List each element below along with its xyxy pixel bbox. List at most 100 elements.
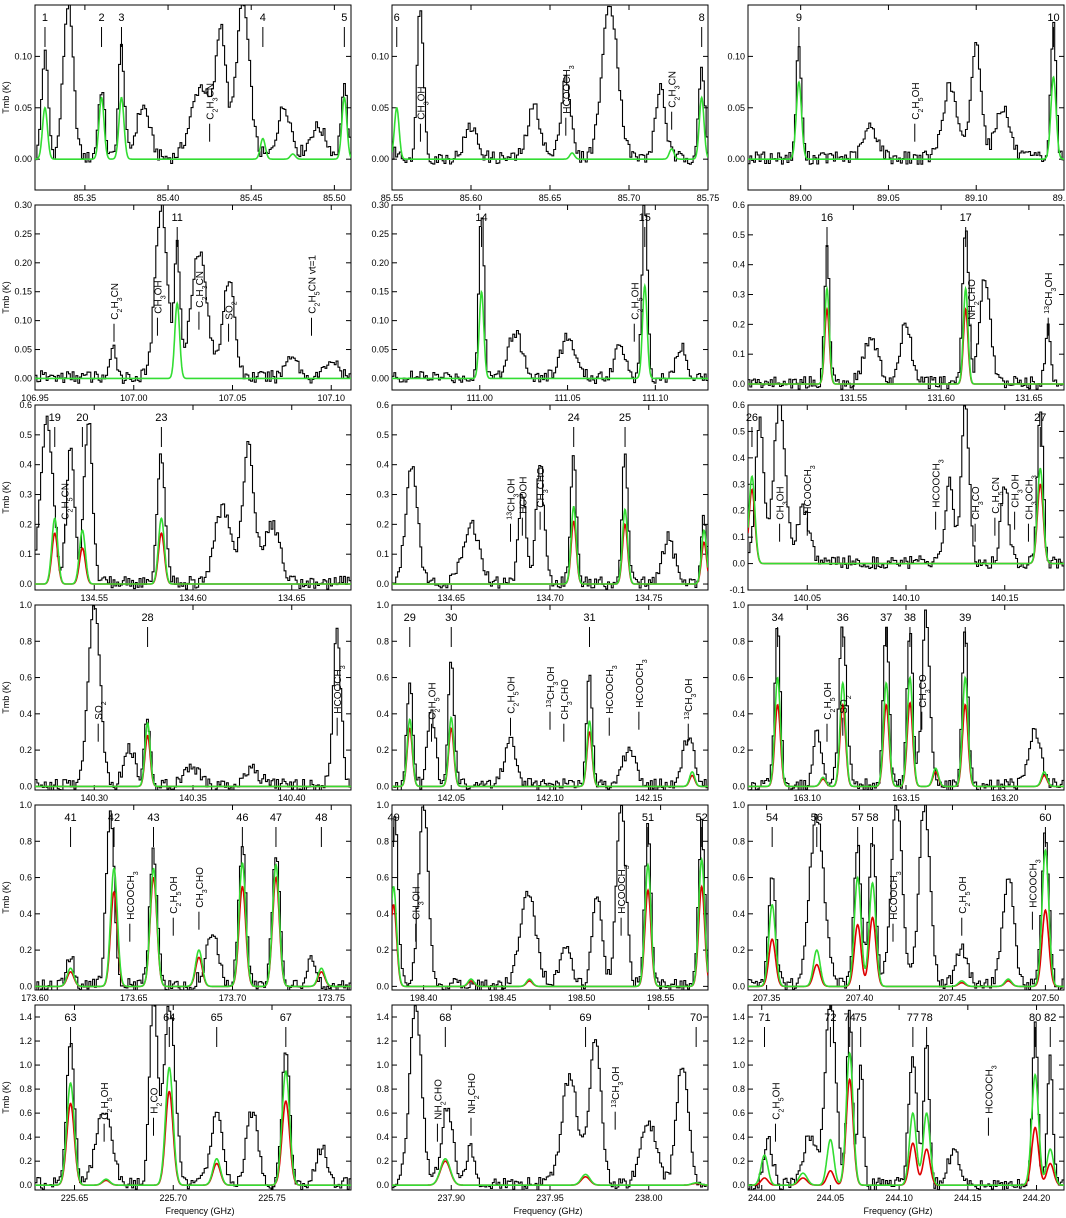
x-tick-label: 198.50	[568, 993, 596, 1003]
line-number-label: 70	[690, 1012, 702, 1024]
line-number-label: 68	[439, 1012, 451, 1024]
y-tick-label: 1.2	[732, 1036, 745, 1046]
y-tick-label: 0.2	[376, 745, 389, 755]
molecule-label: 13CH3OH	[684, 679, 698, 720]
y-axis-label: Tmb (K)	[1, 681, 11, 714]
y-tick-label: 0.00	[371, 373, 389, 383]
molecule-label: SO2	[225, 301, 239, 319]
molecule-label: 13CH3OH	[611, 1067, 625, 1108]
line-number-label: 31	[583, 612, 595, 624]
y-tick-label: 0.2	[19, 945, 32, 955]
x-tick-label: 134.55	[80, 593, 108, 603]
line-number-label: 39	[959, 612, 971, 624]
x-tick-label: 89.05	[877, 193, 900, 203]
y-tick-label: 0.4	[19, 709, 32, 719]
line-number-label: 56	[811, 812, 823, 824]
molecule-label: HCOOCH3	[932, 459, 946, 507]
spectrum-panel-11: 142.05 142.10 142.15 0.0 0.2 0.4 0.6 0.8 1.0 29 30…	[376, 600, 709, 803]
line-number-label: 23	[155, 412, 167, 424]
line-number-label: 6	[394, 12, 400, 24]
plot-frame	[34, 1004, 352, 1191]
x-tick-label: 111.05	[554, 393, 580, 403]
molecule-label: NH2CHO	[433, 1079, 447, 1120]
line-number-label: 51	[642, 812, 654, 824]
molecule-label: CH3OH	[153, 280, 167, 313]
y-axis-label: Tmb (K)	[1, 81, 11, 114]
model-a-spectrum	[748, 675, 1064, 788]
y-tick-label: 0.20	[371, 258, 389, 268]
model-a-spectrum	[35, 721, 351, 788]
spectrum-panel-1: 85.35 85.40 85.45 85.50 0.00 0.05 0.10 Tmb (K) 1…	[1, 4, 352, 203]
line-number-label: 30	[445, 612, 457, 624]
line-number-label: 15	[639, 212, 651, 224]
y-tick-label: 0.8	[19, 1084, 32, 1094]
y-tick-label: 0.8	[19, 636, 32, 646]
molecule-label: CH3OCH3	[1024, 475, 1038, 520]
x-tick-label: 238.00	[635, 1193, 663, 1203]
spectrum-panel-16: 225.65 225.70 225.75 0.0 0.2 0.4 0.6 0.8 1.0 1.2 1…	[1, 1004, 352, 1203]
x-tick-label: 89.15	[1053, 193, 1066, 203]
x-tick-label: 173.75	[317, 993, 345, 1003]
spectrum-panel-6: 131.55 131.60 131.65 0.0 0.1 0.2 0.3 0.4 0.5 0.6 1…	[732, 200, 1065, 403]
y-tick-label: 0.0	[376, 579, 389, 589]
plot-frame	[391, 804, 709, 991]
x-tick-label: 131.60	[927, 393, 955, 403]
x-tick-label: 131.55	[840, 393, 868, 403]
y-tick-label: 0.05	[14, 103, 32, 113]
molecule-label: C2H5CN	[991, 477, 1005, 514]
y-tick-label: 0.6	[732, 673, 745, 683]
x-tick-label: 225.75	[258, 1193, 286, 1203]
line-number-label: 9	[796, 12, 802, 24]
x-tick-label: 106.95	[21, 393, 49, 403]
molecule-label: C2H3CN	[110, 283, 124, 320]
line-number-label: 49	[387, 812, 399, 824]
molecule-label: HCOOCH3	[889, 871, 903, 919]
observed-spectrum	[392, 1005, 708, 1190]
molecule-label: HCOOCH3	[333, 665, 347, 713]
y-tick-label: 0.00	[14, 373, 32, 383]
y-tick-label: 0.4	[732, 260, 745, 270]
observed-spectrum	[392, 5, 708, 165]
y-tick-label: 1.4	[19, 1012, 32, 1022]
y-tick-label: 0.25	[371, 229, 389, 239]
molecule-label: C2H5OH	[771, 1082, 785, 1119]
x-tick-label: 140.40	[278, 793, 306, 803]
y-tick-label: 1.0	[732, 600, 745, 610]
y-tick-label: 0.2	[376, 1156, 389, 1166]
observed-spectrum	[748, 21, 1064, 165]
x-tick-label: 244.05	[817, 1193, 845, 1203]
y-tick-label: 0.05	[371, 345, 389, 355]
model-b-spectrum	[35, 1090, 351, 1186]
plot-frame	[747, 1004, 1065, 1191]
x-tick-label: 89.00	[789, 193, 812, 203]
line-number-label: 20	[76, 412, 88, 424]
y-tick-label: 0.2	[19, 519, 32, 529]
plot-frame	[391, 4, 709, 191]
y-tick-label: 0.5	[732, 426, 745, 436]
y-tick-label: 0.00	[371, 154, 389, 164]
x-tick-label: 198.40	[410, 993, 438, 1003]
molecule-label: NH2CHO	[967, 279, 981, 320]
y-tick-label: 0.4	[732, 1132, 745, 1142]
spectrum-panel-14: 198.40 198.45 198.50 198.55 0.0 0.2 0.4 0.6 0.8 1…	[376, 800, 709, 1003]
x-tick-label: 131.65	[1015, 393, 1043, 403]
y-tick-label: 0.1	[732, 349, 745, 359]
y-tick-label: 0.0	[19, 1180, 32, 1190]
x-tick-label: 85.60	[460, 193, 483, 203]
y-tick-label: 0.15	[371, 287, 389, 297]
y-tick-label: 0.05	[727, 103, 745, 113]
y-tick-label: 0.4	[19, 460, 32, 470]
observed-spectrum	[35, 205, 351, 384]
line-number-label: 4	[260, 12, 266, 24]
plot-frame	[391, 404, 709, 591]
observed-spectrum	[35, 415, 351, 590]
molecule-label: C2H5OH	[823, 682, 837, 719]
y-tick-label: 0.5	[19, 430, 32, 440]
y-tick-label: 0.3	[732, 290, 745, 300]
line-number-label: 80	[1029, 1012, 1041, 1024]
y-tick-label: 0.1	[732, 532, 745, 542]
y-tick-label: 0.6	[732, 200, 745, 210]
line-number-label: 77	[907, 1012, 919, 1024]
molecule-label: C2H5OH	[169, 876, 183, 913]
y-tick-label: 0.6	[376, 873, 389, 883]
